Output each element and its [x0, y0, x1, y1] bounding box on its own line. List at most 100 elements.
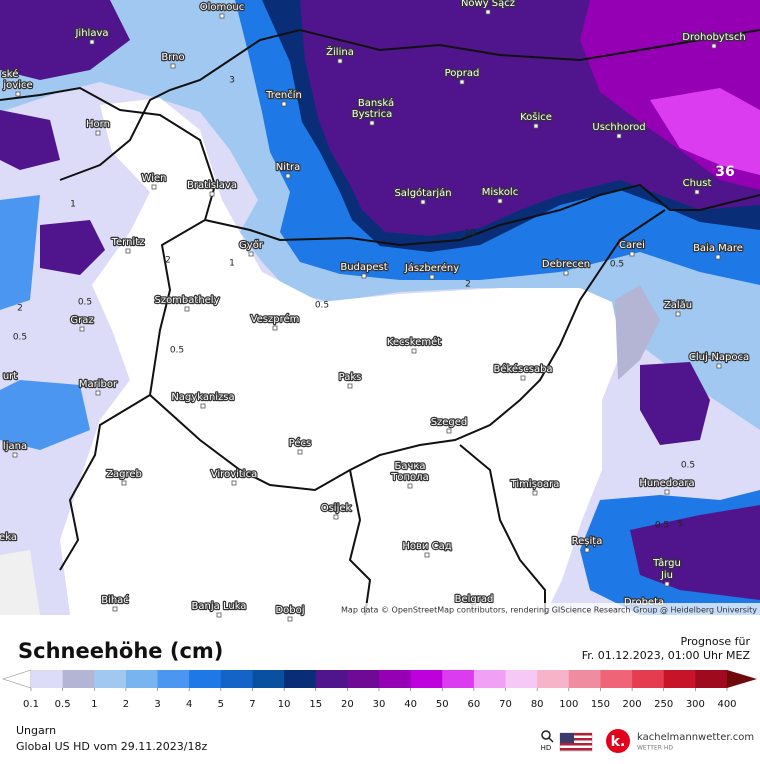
city-marker: [12, 452, 18, 458]
colorbar-tick-label: 10: [278, 699, 291, 710]
flag[interactable]: [559, 732, 593, 752]
city-marker: [361, 273, 367, 279]
city-marker: [79, 326, 85, 332]
city-label: Târgu: [652, 557, 681, 569]
colorbar-tick-label: 400: [717, 699, 736, 710]
city-marker: [337, 58, 343, 64]
city-marker: [716, 363, 722, 369]
snow-zone: [0, 0, 130, 80]
snow-zone: [615, 285, 660, 380]
legend-title: Schneehöhe (cm): [18, 639, 223, 663]
city-label: Timișoara: [510, 479, 560, 490]
city-label: Ternitz: [111, 237, 145, 248]
hd-label: HD: [541, 744, 552, 752]
city-label: Nowy Sącz: [461, 0, 515, 9]
city-marker: [584, 547, 590, 553]
city-marker: [121, 480, 127, 486]
contour-label: 0.5: [13, 333, 27, 343]
colorbar-tick-label: 30: [373, 699, 386, 710]
contour-label: 2: [165, 256, 171, 266]
colorbar-segment: [62, 670, 95, 688]
city-marker: [272, 325, 278, 331]
city-marker: [151, 184, 157, 190]
brand-name: kachelmannwetter.com: [637, 732, 754, 743]
contour-label: 3: [229, 76, 235, 86]
search-icon: [548, 737, 554, 743]
colorbar-segment: [94, 670, 127, 688]
colorbar-tick-label: 2: [123, 699, 129, 710]
contour-label: 1: [70, 200, 76, 210]
city-marker: [675, 311, 681, 317]
city-label: Miskolc: [482, 187, 518, 198]
city-marker: [629, 251, 635, 257]
city-marker: [297, 449, 303, 455]
colorbar-tick-label: 15: [309, 699, 322, 710]
city-marker: [533, 123, 539, 129]
city-label: Nagykanizsa: [171, 392, 234, 403]
city-marker: [563, 270, 569, 276]
city-label: Paks: [339, 372, 362, 383]
colorbar-segment: [379, 670, 412, 688]
snow-zone: [0, 380, 90, 450]
colorbar-tick-label: 40: [404, 699, 417, 710]
city-label: Brno: [161, 52, 184, 63]
colorbar-tick-label: 200: [623, 699, 642, 710]
city-label: Osijek: [321, 503, 352, 514]
city-label: Drohobytsch: [682, 32, 745, 43]
logo-mark: k.: [611, 734, 626, 750]
city-label: ljana: [3, 441, 27, 452]
colorbar-tick-label: 7: [249, 699, 255, 710]
city-label: Бачка: [394, 461, 425, 472]
city-label: Jiu: [660, 570, 673, 581]
city-label: Banská: [358, 97, 394, 109]
city-marker: [446, 428, 452, 434]
brand-logo[interactable]: k. kachelmannwetter.com WETTER HD: [606, 729, 754, 753]
colorbar-tick-label: 0.1: [23, 699, 39, 710]
city-label: Virovitica: [211, 469, 257, 480]
colorbar-over: [727, 670, 757, 688]
hd-toggle[interactable]: HD: [541, 730, 554, 752]
colorbar-tick-label: 0.5: [55, 699, 71, 710]
contour-label: 0.5: [315, 301, 329, 311]
contour-label: 5: [677, 520, 683, 530]
city-label: jovice: [2, 80, 32, 91]
snow-zone: [630, 505, 760, 600]
city-label: Szombathely: [154, 295, 219, 306]
colorbar-tick-label: 3: [154, 699, 160, 710]
city-marker: [420, 199, 426, 205]
flag-stripe: [560, 733, 592, 736]
colorbar-tick-label: 5: [218, 699, 224, 710]
colorbar-segment: [125, 670, 158, 688]
coast: [0, 550, 40, 615]
city-marker: [711, 43, 717, 49]
colorbar-segment: [347, 670, 380, 688]
city-label: Győr: [239, 239, 264, 251]
attribution: Map data © OpenStreetMap contributors, r…: [341, 606, 757, 615]
city-marker: [216, 612, 222, 618]
city-marker: [715, 254, 721, 260]
city-label: Hunedoara: [639, 478, 694, 489]
city-marker: [219, 13, 225, 19]
forecast-label: Prognose für: [681, 635, 751, 648]
city-marker: [407, 483, 413, 489]
city-marker: [664, 581, 670, 587]
city-label: Budapest: [340, 262, 387, 273]
colorbar-tick-label: 70: [499, 699, 512, 710]
city-label: Poprad: [445, 68, 480, 79]
contour-label: 0.5: [170, 346, 184, 356]
city-label: ské: [2, 68, 19, 80]
city-marker: [459, 79, 465, 85]
city-label: eka: [0, 532, 17, 543]
city-marker: [95, 390, 101, 396]
contour-label: 10: [464, 229, 476, 239]
city-marker: [89, 39, 95, 45]
search-icon: [541, 730, 551, 740]
colorbar-segment: [220, 670, 253, 688]
city-marker: [485, 9, 491, 15]
colorbar-tick-label: 4: [186, 699, 192, 710]
city-marker: [95, 130, 101, 136]
city-label: Salgótarján: [394, 187, 451, 199]
city-label: Bystrica: [352, 109, 392, 120]
borders: [0, 28, 760, 616]
max-value-label: 36: [715, 164, 734, 180]
